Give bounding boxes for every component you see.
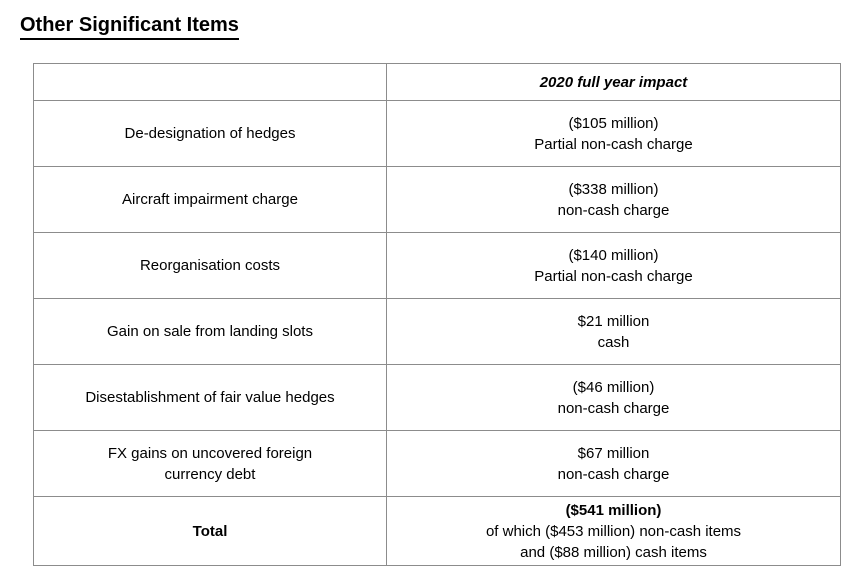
total-note-line1: of which ($453 million) non-cash items	[485, 522, 742, 540]
table-row: Disestablishment of fair value hedges ($…	[33, 364, 841, 431]
value-note: Partial non-cash charge	[534, 267, 693, 285]
item-cell: FX gains on uncovered foreign currency d…	[33, 430, 387, 497]
table-row: De-designation of hedges ($105 million) …	[33, 100, 841, 167]
table-row: Aircraft impairment charge ($338 million…	[33, 166, 841, 233]
value-cell: ($338 million) non-cash charge	[386, 166, 841, 233]
item-cell: Reorganisation costs	[33, 232, 387, 299]
value-amount: $67 million	[577, 444, 650, 462]
value-amount: ($46 million)	[572, 378, 655, 396]
value-note: Partial non-cash charge	[534, 135, 693, 153]
total-value-cell: ($541 million) of which ($453 million) n…	[386, 496, 841, 566]
value-amount: ($140 million)	[568, 246, 659, 264]
item-cell: De-designation of hedges	[33, 100, 387, 167]
value-amount: ($105 million)	[568, 114, 659, 132]
table-row: FX gains on uncovered foreign currency d…	[33, 430, 841, 497]
value-cell: ($105 million) Partial non-cash charge	[386, 100, 841, 167]
value-cell: $67 million non-cash charge	[386, 430, 841, 497]
value-amount: $21 million	[577, 312, 650, 330]
total-amount: ($541 million)	[565, 501, 662, 519]
table-row: Gain on sale from landing slots $21 mill…	[33, 298, 841, 365]
page-title-text: Other Significant Items	[20, 14, 239, 40]
value-amount: ($338 million)	[568, 180, 659, 198]
significant-items-table: 2020 full year impact De-designation of …	[33, 63, 841, 566]
item-cell: Gain on sale from landing slots	[33, 298, 387, 365]
value-cell: ($140 million) Partial non-cash charge	[386, 232, 841, 299]
table-header-row: 2020 full year impact	[33, 63, 841, 101]
value-cell: ($46 million) non-cash charge	[386, 364, 841, 431]
total-note-line2: and ($88 million) cash items	[520, 543, 707, 561]
table-total-row: Total ($541 million) of which ($453 mill…	[33, 496, 841, 566]
value-note: non-cash charge	[557, 399, 670, 417]
item-cell: Aircraft impairment charge	[33, 166, 387, 233]
value-note: non-cash charge	[557, 465, 670, 483]
table-row: Reorganisation costs ($140 million) Part…	[33, 232, 841, 299]
item-column-header	[33, 63, 387, 101]
value-note: cash	[597, 333, 630, 351]
value-column-header: 2020 full year impact	[386, 63, 841, 101]
value-note: non-cash charge	[557, 201, 670, 219]
total-label-cell: Total	[33, 496, 387, 566]
value-cell: $21 million cash	[386, 298, 841, 365]
page-title: Other Significant Items	[20, 14, 861, 40]
item-cell: Disestablishment of fair value hedges	[33, 364, 387, 431]
